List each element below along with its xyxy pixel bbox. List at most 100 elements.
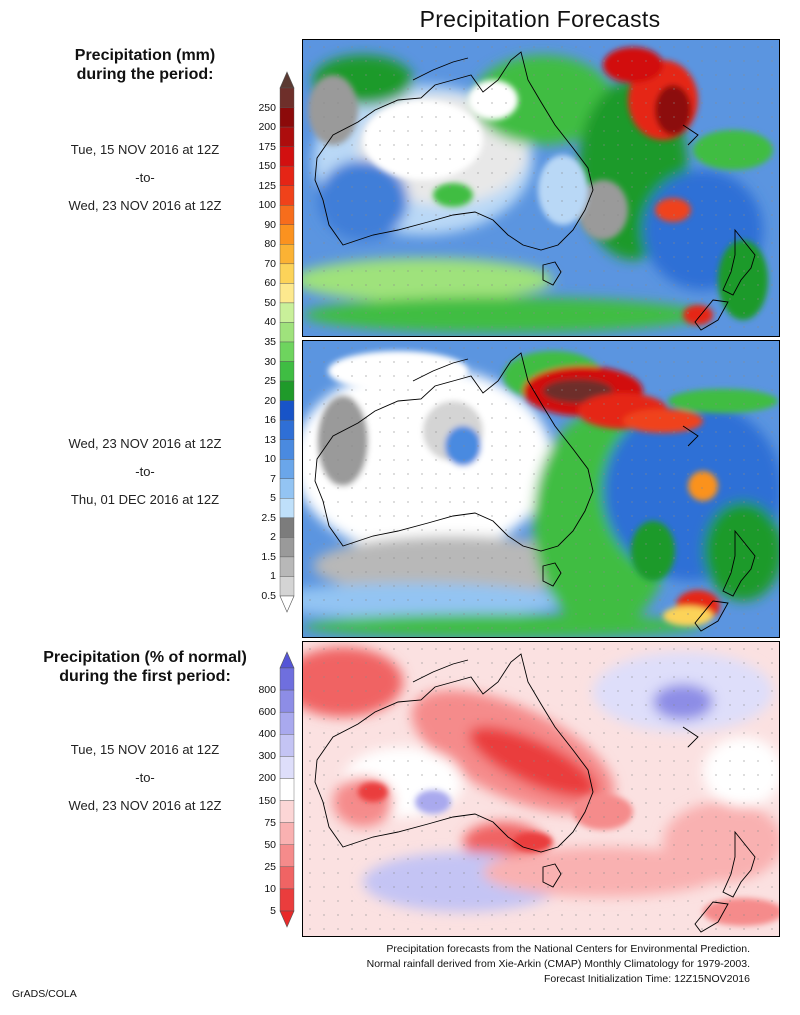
amount-scale-swatch: [279, 283, 295, 304]
percent-scale-swatch: [279, 667, 295, 691]
amount-scale-swatch: [279, 498, 295, 519]
amount-scale-tick-label: 50: [264, 296, 276, 309]
source-note-1: Precipitation forecasts from the Nationa…: [386, 943, 750, 955]
percent-scale-tick-label: 50: [264, 838, 276, 851]
period-2-end: Thu, 01 DEC 2016 at 12Z: [70, 492, 220, 507]
amount-legend-heading-line2: during the period:: [76, 66, 214, 83]
amount-scale-swatch: [279, 126, 295, 147]
amount-scale-tick-label: 30: [264, 355, 276, 368]
amount-scale-tick-label: 20: [264, 394, 276, 407]
amount-scale-tick-label: 5: [270, 492, 276, 505]
amount-scale-swatch: [279, 224, 295, 245]
amount-scale-swatch: [279, 322, 295, 343]
map-panel-percent-normal: [302, 641, 780, 937]
period-3-end: Wed, 23 NOV 2016 at 12Z: [68, 798, 222, 813]
percent-legend-heading-line1: Precipitation (% of normal): [43, 649, 247, 666]
amount-scale-tick-label: 100: [258, 199, 276, 212]
amount-scale-swatch: [279, 439, 295, 460]
amount-legend-heading-line1: Precipitation (mm): [74, 47, 216, 64]
amount-scale-swatch: [279, 517, 295, 538]
amount-scale-tick-label: 7: [270, 472, 276, 485]
amount-scale-swatch: [279, 400, 295, 421]
page-title: Precipitation Forecasts: [419, 6, 661, 32]
amount-scale-tick-label: 2.5: [261, 511, 276, 524]
percent-scale-swatch: [279, 844, 295, 868]
amount-scale-swatch: [279, 244, 295, 265]
amount-scale-svg: [279, 71, 295, 613]
amount-scale-swatch: [279, 419, 295, 440]
amount-scale-tick-label: 10: [264, 453, 276, 466]
amount-scale-swatch: [279, 87, 295, 108]
percent-scale-swatch: [279, 866, 295, 890]
amount-scale-bottom-arrow: [279, 595, 295, 613]
amount-scale-tick-label: 70: [264, 257, 276, 270]
percent-color-scale: 800 600 400 300 200 150 75 50 25 10 5: [236, 651, 296, 928]
amount-scale-swatch: [279, 341, 295, 362]
percent-scale-tick-label: 5: [270, 905, 276, 917]
amount-scale-swatch: [279, 146, 295, 167]
amount-scale-tick-label: 60: [264, 277, 276, 290]
amount-scale-swatch: [279, 165, 295, 186]
amount-scale-tick-label: 16: [264, 414, 276, 427]
amount-scale-tick-label: 2: [270, 531, 276, 544]
percent-scale-tick-label: 400: [258, 728, 276, 741]
percent-scale-tick-label: 300: [258, 750, 276, 763]
amount-scale-swatch: [279, 263, 295, 284]
amount-scale-tick-label: 13: [264, 433, 276, 446]
percent-scale-swatch: [279, 711, 295, 735]
percent-legend-heading: Precipitation (% of normal) during the f…: [0, 648, 290, 686]
amount-scale-tick-label: 200: [258, 121, 276, 134]
percent-scale-tick-label: 25: [264, 860, 276, 873]
period-1-label: Tue, 15 NOV 2016 at 12Z -to- Wed, 23 NOV…: [0, 136, 290, 220]
period-3-separator: -to-: [135, 770, 155, 785]
period-2-label: Wed, 23 NOV 2016 at 12Z -to- Thu, 01 DEC…: [0, 430, 290, 514]
source-notes: Precipitation forecasts from the Nationa…: [367, 942, 750, 987]
amount-scale-swatch: [279, 361, 295, 382]
period-1-end: Wed, 23 NOV 2016 at 12Z: [68, 198, 222, 213]
percent-scale-tick-label: 150: [258, 794, 276, 807]
amount-scale-swatch: [279, 185, 295, 206]
percent-scale-tick-label: 800: [258, 684, 276, 697]
credit-label: GrADS/COLA: [12, 988, 77, 1000]
map-panel-period-2: [302, 340, 780, 638]
period-1-separator: -to-: [135, 170, 155, 185]
map-percent-normal: [303, 642, 779, 936]
amount-scale-tick-label: 90: [264, 218, 276, 231]
percent-scale-top-arrow: [279, 651, 295, 669]
amount-scale-tick-label: 35: [264, 336, 276, 348]
amount-scale-swatch: [279, 107, 295, 128]
amount-scale-tick-label: 0.5: [261, 590, 276, 602]
forecast-init-time: Forecast Initialization Time: 12Z15NOV20…: [543, 973, 750, 985]
amount-scale-swatch: [279, 205, 295, 225]
period-2-separator: -to-: [135, 464, 155, 479]
amount-scale-swatch: [279, 380, 295, 401]
percent-scale-tick-label: 10: [264, 882, 276, 895]
percent-legend-heading-line2: during the first period:: [59, 668, 231, 685]
amount-scale-tick-label: 125: [258, 179, 276, 192]
amount-scale-tick-label: 250: [258, 101, 276, 114]
source-note-2: Normal rainfall derived from Xie-Arkin (…: [366, 958, 750, 970]
period-1-start: Tue, 15 NOV 2016 at 12Z: [70, 142, 220, 157]
percent-scale-tick-label: 200: [258, 772, 276, 785]
amount-scale-swatch: [279, 478, 295, 499]
period-3-start: Tue, 15 NOV 2016 at 12Z: [70, 742, 220, 757]
amount-scale-tick-label: 25: [264, 375, 276, 388]
map-period-2: [303, 341, 779, 637]
percent-scale-bottom-arrow: [279, 910, 295, 928]
amount-scale-swatch: [279, 537, 295, 558]
amount-scale-tick-label: 40: [264, 316, 276, 329]
map-panel-period-1: [302, 39, 780, 337]
amount-scale-swatch: [279, 556, 295, 577]
percent-scale-tick-label: 75: [264, 816, 276, 829]
amount-scale-tick-label: 150: [258, 160, 276, 173]
amount-scale-tick-label: 175: [258, 140, 276, 153]
percent-scale-svg: [279, 651, 295, 928]
amount-scale-top-arrow: [279, 71, 295, 89]
percent-scale-swatch: [279, 778, 295, 801]
percent-scale-swatch: [279, 734, 295, 757]
amount-scale-swatch: [279, 576, 295, 597]
amount-scale-swatch: [279, 302, 295, 323]
percent-scale-tick-label: 600: [258, 706, 276, 719]
amount-scale-tick-label: 1.5: [261, 550, 276, 563]
percent-scale-swatch: [279, 888, 295, 912]
